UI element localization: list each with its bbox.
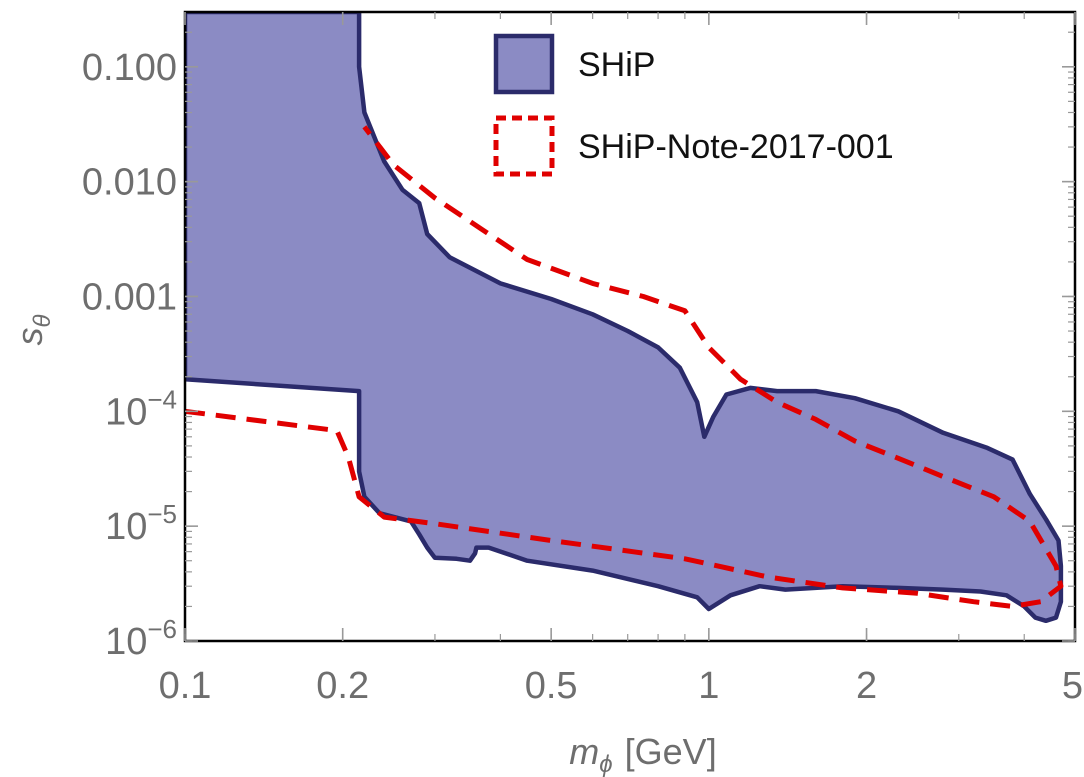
y-tick-label: 0.010 bbox=[82, 162, 177, 204]
legend-label-ship-note-2017-001: SHiP-Note-2017-001 bbox=[578, 128, 894, 166]
y-axis-label: sθ bbox=[9, 314, 56, 345]
x-tick-label: 2 bbox=[856, 665, 877, 707]
legend-swatch-ship-note-2017-001 bbox=[493, 115, 555, 177]
series-region-ship bbox=[185, 12, 1064, 624]
plot-frame bbox=[183, 10, 1077, 643]
y-tick-label: 0.100 bbox=[82, 47, 177, 89]
y-tick-label: 0.001 bbox=[82, 276, 177, 318]
x-tick-label: 5 bbox=[1062, 665, 1083, 707]
legend-swatch-ship bbox=[493, 33, 555, 95]
y-tick-label: 10−6 bbox=[105, 614, 177, 663]
axes: 0.1 0.2 0.5 1 2 5 0.100 0.010 0.001 10−4 10−5 10−6 bbox=[82, 10, 1083, 707]
x-tick-label: 0.1 bbox=[159, 665, 212, 707]
x-tick-label: 0.2 bbox=[316, 665, 369, 707]
y-axis-label-subscript: θ bbox=[29, 314, 56, 327]
x-tick-label: 0.5 bbox=[525, 665, 578, 707]
y-tick-label: 10−5 bbox=[105, 499, 177, 548]
series-line-ship-note-2017-001 bbox=[185, 125, 1064, 609]
legend: SHiP SHiP-Note-2017-001 bbox=[493, 33, 894, 177]
legend-label-ship: SHiP bbox=[578, 46, 655, 84]
x-axis-label: mϕ [GeV] bbox=[569, 731, 716, 777]
x-axis-label-unit: [GeV] bbox=[625, 731, 717, 772]
x-tick-label: 1 bbox=[698, 665, 719, 707]
x-axis-label-subscript: ϕ bbox=[599, 751, 612, 777]
x-axis-label-symbol: m bbox=[569, 731, 599, 772]
y-axis-label-symbol: s bbox=[9, 328, 50, 346]
y-tick-label: 10−4 bbox=[105, 384, 177, 433]
plot-area bbox=[185, 12, 1064, 624]
